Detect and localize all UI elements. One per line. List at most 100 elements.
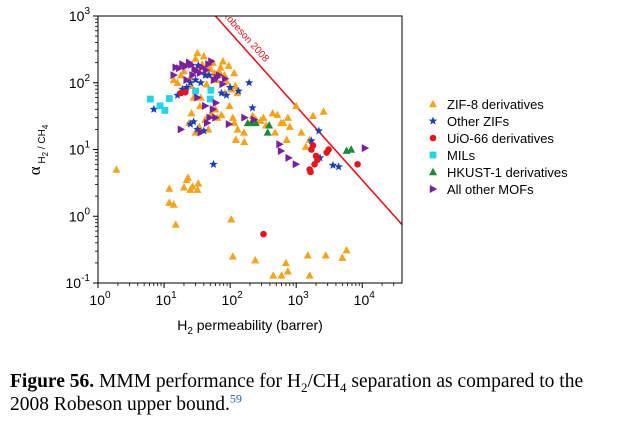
point-zif-8-derivatives [283, 113, 292, 121]
point-all-other-mofs [189, 71, 197, 80]
point-other-zifs [186, 78, 195, 87]
point-zif-8-derivatives [179, 183, 188, 191]
point-zif-8-derivatives [319, 107, 328, 115]
point-all-other-mofs [212, 113, 220, 122]
point-zif-8-derivatives [227, 215, 236, 223]
point-all-other-mofs [361, 144, 370, 153]
point-all-other-mofs [182, 62, 190, 71]
point-zif-8-derivatives [224, 61, 233, 69]
y-tick-label: 103 [69, 6, 91, 24]
y-tick-label: 101 [69, 140, 91, 158]
legend-marker-all-other-mofs [429, 185, 438, 193]
figure-caption: Figure 56. MMM performance for H2/CH4 se… [10, 370, 610, 416]
point-zif-8-derivatives [281, 258, 290, 267]
point-mils [192, 87, 199, 95]
plot-frame [97, 15, 403, 284]
point-zif-8-derivatives [195, 101, 204, 110]
point-other-zifs [209, 159, 218, 168]
point-zif-8-derivatives [282, 135, 291, 143]
point-mils [207, 86, 215, 94]
point-all-other-mofs [285, 153, 293, 162]
robeson-upper-bound-label: Robeson 2008 [219, 9, 271, 65]
point-zif-8-derivatives [165, 198, 174, 206]
point-zif-8-derivatives [228, 252, 237, 260]
point-zif-8-derivatives [112, 165, 121, 173]
point-hkust-1-derivatives [251, 118, 260, 127]
legend-marker-zif-8-derivatives [429, 99, 437, 108]
point-all-other-mofs [176, 64, 184, 73]
point-uio-66-derivatives [314, 156, 321, 164]
legend-marker-other-zifs [428, 116, 438, 125]
point-mils [165, 95, 173, 102]
x-tick-label: 101 [155, 290, 177, 308]
point-all-other-mofs [225, 120, 234, 129]
point-zif-8-derivatives [169, 75, 178, 84]
point-zif-8-derivatives [202, 80, 211, 88]
point-all-other-mofs [202, 66, 211, 75]
point-all-other-mofs [197, 128, 206, 137]
plot-marks: Robeson 2008 [112, 9, 402, 279]
x-tick-label: 103 [288, 290, 310, 308]
point-all-other-mofs [188, 60, 196, 69]
point-zif-8-derivatives [240, 137, 249, 146]
point-zif-8-derivatives [199, 51, 208, 60]
point-zif-8-derivatives [183, 173, 192, 181]
x-axis-label: H2 permeability (barrer) [177, 317, 323, 337]
point-other-zifs [186, 119, 195, 128]
point-zif-8-derivatives [188, 182, 197, 190]
point-all-other-mofs [177, 125, 186, 134]
point-zif-8-derivatives [248, 111, 257, 119]
point-zif-8-derivatives [193, 48, 202, 57]
point-zif-8-derivatives [268, 108, 277, 117]
legend-marker-mils [429, 151, 437, 159]
caption-slash: /CH [307, 371, 341, 392]
point-all-other-mofs [209, 105, 218, 114]
point-other-zifs [182, 83, 191, 92]
point-all-other-mofs [277, 146, 286, 155]
point-other-zifs [334, 162, 343, 171]
x-tick-label: 102 [222, 290, 244, 308]
point-other-zifs [315, 153, 325, 162]
point-other-zifs [199, 126, 209, 135]
point-zif-8-derivatives [321, 251, 330, 259]
legend-item-other-zifs: Other ZIFs [428, 114, 510, 129]
point-all-other-mofs [196, 68, 205, 77]
point-zif-8-derivatives [225, 101, 234, 110]
point-zif-8-derivatives [176, 70, 185, 79]
point-mils [206, 95, 214, 103]
point-other-zifs [178, 84, 187, 93]
point-zif-8-derivatives [338, 253, 347, 261]
legend-item-mils: MILs [429, 148, 476, 163]
point-uio-66-derivatives [260, 230, 267, 238]
point-zif-8-derivatives [277, 271, 286, 279]
point-uio-66-derivatives [309, 142, 317, 149]
point-zif-8-derivatives [285, 122, 294, 130]
point-all-other-mofs [221, 74, 230, 83]
point-zif-8-derivatives [171, 220, 180, 228]
y-tick-label: 10-1 [66, 273, 91, 291]
point-other-zifs [314, 126, 323, 135]
point-other-zifs [196, 78, 205, 87]
point-zif-8-derivatives [301, 142, 310, 150]
point-all-other-mofs [204, 118, 212, 127]
legend-marker-uio-66-derivatives [429, 134, 437, 142]
robeson-upper-bound-line [214, 16, 402, 226]
point-zif-8-derivatives [273, 110, 282, 119]
point-all-other-mofs [183, 75, 191, 84]
point-zif-8-derivatives [283, 267, 292, 275]
point-other-zifs [193, 125, 202, 133]
point-other-zifs [173, 90, 182, 99]
caption-sub-1: 2 [301, 379, 308, 395]
point-all-other-mofs [170, 71, 178, 80]
point-zif-8-derivatives [179, 66, 188, 75]
point-zif-8-derivatives [292, 101, 301, 110]
point-hkust-1-derivatives [347, 145, 356, 153]
point-all-other-mofs [208, 57, 216, 66]
legend-label-zif-8-derivatives: ZIF-8 derivatives [447, 97, 544, 112]
caption-reference[interactable]: 59 [229, 391, 242, 406]
point-zif-8-derivatives [269, 271, 278, 279]
point-zif-8-derivatives [217, 110, 226, 119]
point-zif-8-derivatives [222, 77, 231, 85]
point-other-zifs [248, 103, 257, 112]
